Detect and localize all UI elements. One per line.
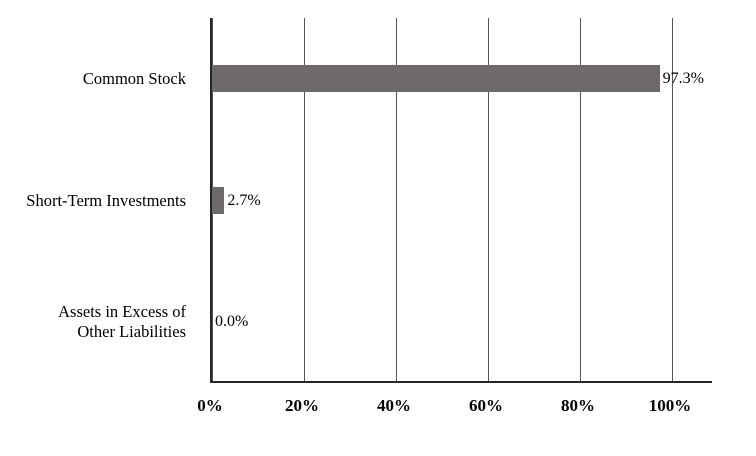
bar-row: 97.3% — [212, 65, 704, 93]
bar — [212, 187, 225, 214]
x-axis-labels: 0% 20% 40% 60% 80% 100% — [197, 396, 712, 426]
bar — [212, 65, 660, 93]
plot-area: 97.3% 2.7% 0.0% — [210, 18, 712, 383]
bar-row: 2.7% — [212, 187, 261, 214]
bar-value-label: 97.3% — [662, 69, 704, 87]
bar-value-label: 2.7% — [227, 191, 261, 209]
gridline — [580, 18, 581, 381]
x-tick-label: 0% — [197, 396, 223, 415]
bar-row: 0.0% — [212, 309, 248, 336]
gridline — [396, 18, 397, 381]
x-tick-label: 20% — [285, 396, 319, 415]
category-label: Assets in Excess of Other Liabilities — [58, 302, 186, 342]
category-label: Short-Term Investments — [26, 190, 186, 210]
x-tick-label: 80% — [561, 396, 595, 415]
bar-value-label: 0.0% — [215, 313, 249, 331]
x-tick-label: 60% — [469, 396, 503, 415]
category-labels: Common Stock Short-Term Investments Assets… — [0, 18, 198, 383]
gridline — [304, 18, 305, 381]
x-tick-label: 100% — [648, 396, 692, 415]
category-label: Common Stock — [82, 68, 186, 88]
gridline — [672, 18, 673, 381]
x-tick-label: 40% — [377, 396, 411, 415]
gridline — [488, 18, 489, 381]
